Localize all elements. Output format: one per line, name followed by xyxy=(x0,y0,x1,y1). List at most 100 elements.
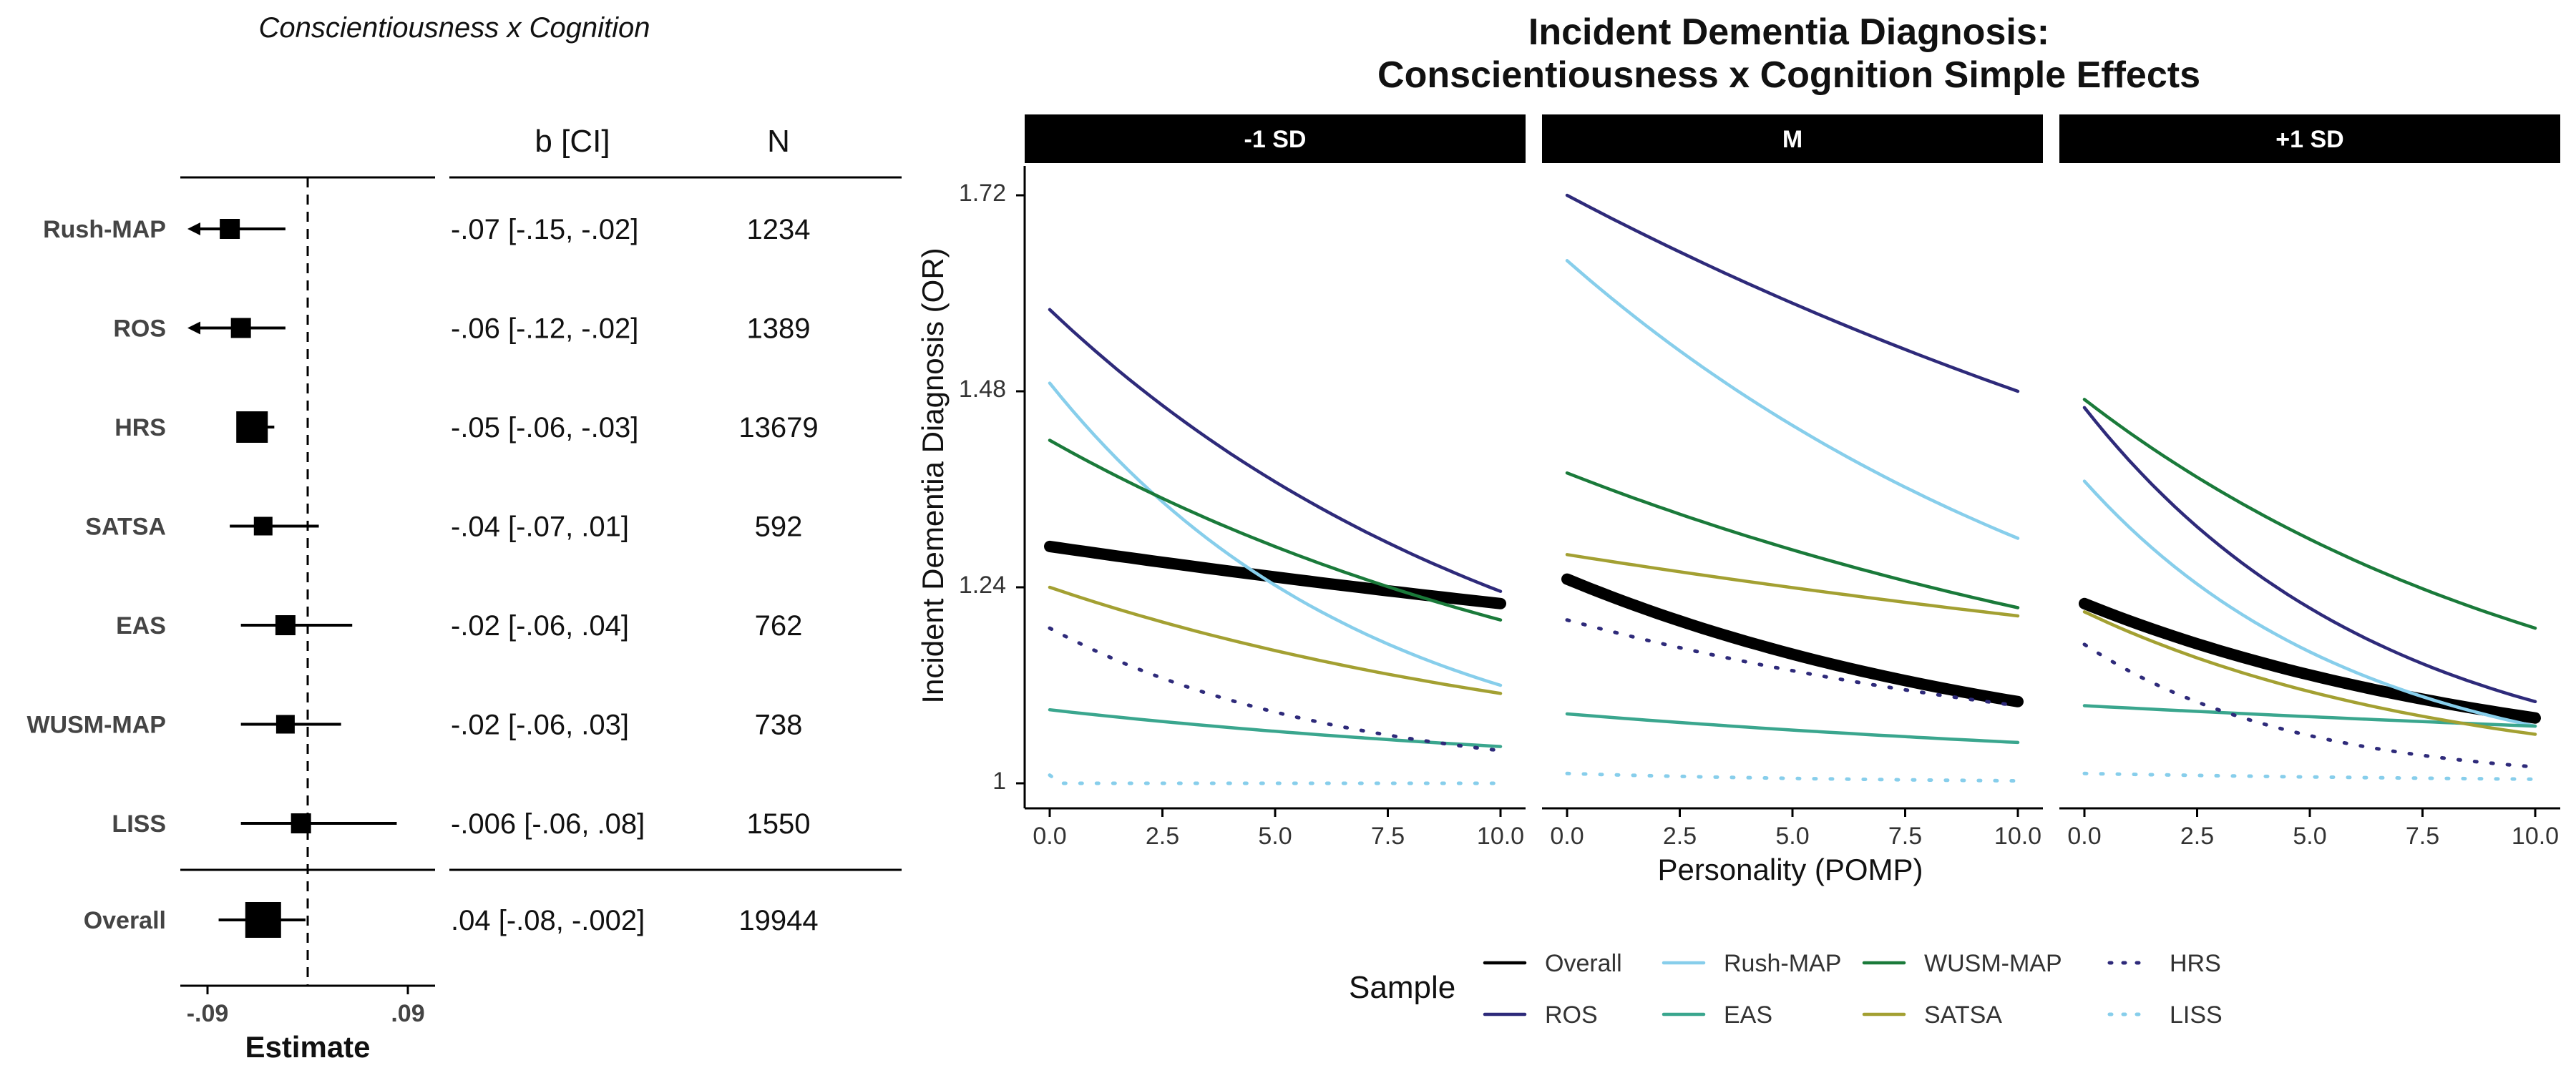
line-chart: Incident Dementia Diagnosis: Conscientio… xyxy=(916,11,2560,1029)
series-line-ros xyxy=(1048,308,1503,593)
estimate-marker xyxy=(291,813,311,833)
study-label: EAS xyxy=(116,612,166,640)
x-tick-label: 2.5 xyxy=(1663,823,1697,850)
y-axis-title: Incident Dementia Diagnosis (OR) xyxy=(916,248,950,703)
estimate-marker xyxy=(220,219,240,239)
series-line-satsa xyxy=(2082,610,2537,736)
b-ci-cell: -.07 [-.15, -.02] xyxy=(451,214,638,245)
x-tick-label: 2.5 xyxy=(1146,823,1179,850)
series-line-eas xyxy=(1565,712,2020,745)
series-line-wusm-map xyxy=(1565,471,2020,609)
series-line-hrs xyxy=(1565,618,2020,707)
facet-strip-label: M xyxy=(1782,126,1802,153)
series-line-overall xyxy=(2079,597,2541,724)
estimate-marker xyxy=(275,615,296,635)
x-tick-label: 7.5 xyxy=(1371,823,1405,850)
forest-title: Conscientiousness x Cognition xyxy=(259,12,650,44)
x-tick-label: 2.5 xyxy=(2180,823,2214,850)
legend-label: Rush-MAP xyxy=(1724,950,1841,977)
estimate-marker xyxy=(275,715,295,734)
legend-label: Overall xyxy=(1545,950,1622,977)
series-line-ros xyxy=(2082,406,2537,704)
n-cell: 13679 xyxy=(738,412,818,444)
x-tick-label: 0.0 xyxy=(1550,823,1584,850)
facet-strip xyxy=(2059,114,2560,163)
facet-strip xyxy=(1542,114,2043,163)
x-tick-label: 10.0 xyxy=(2512,823,2559,850)
series-line-hrs xyxy=(2082,642,2537,769)
series-line-liss xyxy=(1565,771,2020,783)
series-line-rush-map xyxy=(1565,259,2020,540)
study-label: SATSA xyxy=(85,514,166,541)
x-tick-label: 7.5 xyxy=(1888,823,1922,850)
legend-label: ROS xyxy=(1545,1001,1598,1029)
facet-strip-label: +1 SD xyxy=(2275,126,2343,153)
b-ci-cell: -.006 [-.06, .08] xyxy=(451,808,645,840)
estimate-marker xyxy=(245,902,281,938)
legend: Sample Overall ROS Rush-MAP EAS WUSM-MAP SATS… xyxy=(1349,950,2223,1029)
facet-panels: -1 SD0.0 2.5 5.0 7.5 10.0M0.0 2.5 5.0 7.5 10.0+1… xyxy=(1016,114,2560,850)
facet-panel: -1 SD 0.0 2.5 5.0 7.5 10.0 xyxy=(1016,114,1526,850)
series-line-liss xyxy=(1048,773,1503,785)
series-line-satsa xyxy=(1048,585,1503,695)
b-ci-cell: -.05 [-.06, -.03] xyxy=(451,412,638,444)
legend-keys: Overall ROS Rush-MAP EAS WUSM-MAP SATSA HRS LIS… xyxy=(1483,950,2223,1029)
x-tick-label: 0.0 xyxy=(2067,823,2101,850)
legend-title: Sample xyxy=(1349,970,1455,1005)
study-label: WUSM-MAP xyxy=(26,712,166,739)
b-ci-cell: .04 [-.08, -.002] xyxy=(451,905,645,936)
series-line-hrs xyxy=(1048,626,1503,753)
estimate-marker xyxy=(236,411,268,443)
n-cell: 1389 xyxy=(747,313,811,345)
forest-x-tick-label: .09 xyxy=(391,1000,424,1027)
n-cell: 762 xyxy=(755,610,803,642)
series-line-satsa xyxy=(1565,553,2020,618)
forest-x-tick-label: -.09 xyxy=(187,1000,229,1027)
study-label: ROS xyxy=(113,315,166,343)
x-tick-label: 5.0 xyxy=(1775,823,1809,850)
estimate-marker xyxy=(253,516,273,536)
series-line-rush-map xyxy=(2082,479,2537,728)
series-line-rush-map xyxy=(1048,381,1503,687)
x-axis-title: Personality (POMP) xyxy=(1657,853,1923,886)
b-ci-cell: -.02 [-.06, .03] xyxy=(451,710,629,741)
study-label: HRS xyxy=(114,414,166,441)
x-tick-label: 5.0 xyxy=(2293,823,2326,850)
facet-strip xyxy=(1025,114,1526,163)
n-cell: 738 xyxy=(755,710,803,741)
series-line-liss xyxy=(2082,771,2537,781)
legend-label: HRS xyxy=(2170,950,2221,977)
chart-title-line1: Incident Dementia Diagnosis: xyxy=(1528,11,2049,53)
n-cell: 1550 xyxy=(747,808,811,840)
study-label: Overall xyxy=(84,907,166,934)
x-tick-label: 7.5 xyxy=(2406,823,2439,850)
facet-strip-label: -1 SD xyxy=(1244,126,1307,153)
b-ci-cell: -.06 [-.12, -.02] xyxy=(451,313,638,345)
forest-x-axis-title: Estimate xyxy=(245,1030,370,1064)
forest-plot: Conscientiousness x Cognition b [CI] N -… xyxy=(26,12,902,1064)
legend-label: SATSA xyxy=(1924,1001,2002,1029)
y-tick-label: 1.48 xyxy=(959,376,1006,403)
n-header: N xyxy=(767,124,790,159)
b-ci-header: b [CI] xyxy=(535,124,610,159)
y-tick-label: 1.72 xyxy=(959,180,1006,207)
x-tick-label: 0.0 xyxy=(1033,823,1066,850)
facet-panel: M 0.0 2.5 5.0 7.5 10.0 xyxy=(1542,114,2043,850)
estimate-marker xyxy=(230,318,251,338)
ci-arrow xyxy=(187,321,200,335)
ci-arrow xyxy=(187,222,200,235)
b-ci-cell: -.02 [-.06, .04] xyxy=(451,610,629,642)
b-ci-cell: -.04 [-.07, .01] xyxy=(451,511,629,543)
n-cell: 19944 xyxy=(738,905,818,936)
study-label: LISS xyxy=(112,810,166,838)
n-cell: 1234 xyxy=(747,214,811,245)
facet-panel: +1 SD 0.0 2.5 5.0 7.5 10.0 xyxy=(2059,114,2560,850)
legend-label: EAS xyxy=(1724,1001,1772,1029)
x-tick-label: 10.0 xyxy=(1994,823,2041,850)
series-line-wusm-map xyxy=(2082,398,2537,630)
legend-label: LISS xyxy=(2170,1001,2223,1029)
series-line-wusm-map xyxy=(1048,438,1503,622)
x-tick-label: 5.0 xyxy=(1258,823,1292,850)
legend-label: WUSM-MAP xyxy=(1924,950,2062,977)
